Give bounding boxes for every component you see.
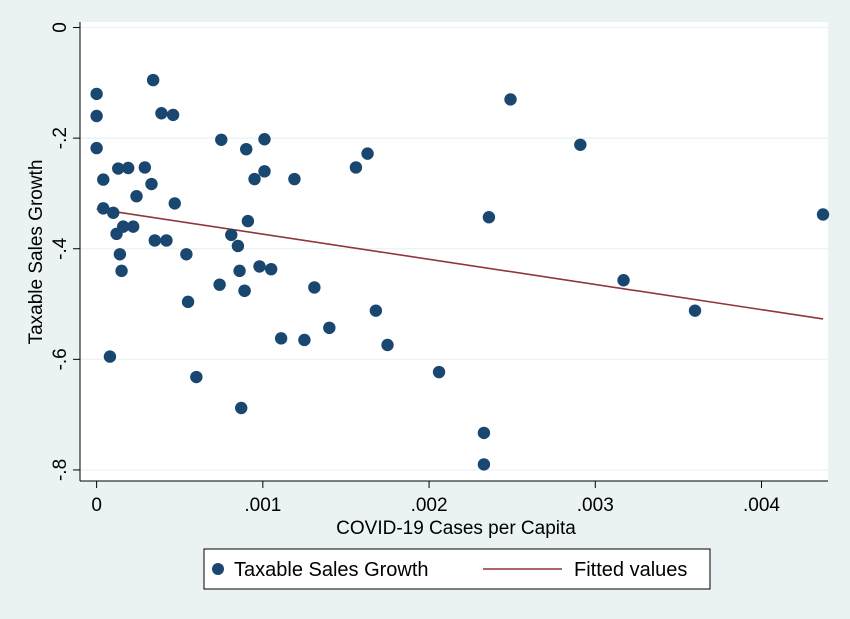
data-point xyxy=(122,161,135,175)
data-point xyxy=(361,147,374,160)
data-point xyxy=(477,458,491,471)
data-point xyxy=(369,304,383,317)
data-point xyxy=(816,208,830,221)
legend-box xyxy=(203,548,711,590)
data-point xyxy=(168,197,181,210)
data-point xyxy=(138,161,152,174)
legend-label-taxable-sales-growth: Taxable Sales Growth xyxy=(234,559,429,581)
data-point xyxy=(432,365,446,379)
data-point xyxy=(688,304,702,317)
data-point xyxy=(231,239,245,253)
data-point xyxy=(97,173,110,186)
data-point xyxy=(112,162,125,175)
data-point xyxy=(107,206,120,219)
x-axis-title: COVID-19 Cases per Capita xyxy=(336,518,576,539)
fitted-line-layer xyxy=(96,208,824,320)
data-point xyxy=(248,172,261,186)
data-point xyxy=(308,281,321,294)
data-point xyxy=(113,248,127,261)
data-point xyxy=(145,177,158,191)
data-point xyxy=(323,321,336,335)
data-point xyxy=(504,93,517,106)
x-tick-label: .002 xyxy=(411,495,448,516)
data-point xyxy=(241,214,255,228)
data-point xyxy=(155,107,168,120)
data-point xyxy=(115,264,128,278)
plot-area xyxy=(80,22,828,481)
data-point xyxy=(181,295,195,309)
y-tick-label: -.6 xyxy=(50,348,71,370)
data-point xyxy=(258,165,271,178)
data-point xyxy=(160,234,173,247)
y-tick-label: -.8 xyxy=(50,459,71,481)
data-point xyxy=(477,426,491,440)
y-tick-label: -.2 xyxy=(50,127,71,149)
x-tick-label: .003 xyxy=(577,495,614,516)
data-point xyxy=(213,278,226,291)
legend-label-fitted-values: Fitted values xyxy=(574,559,687,581)
data-point xyxy=(482,211,496,224)
legend: Taxable Sales Growth Fitted values xyxy=(203,548,711,590)
data-point xyxy=(349,161,363,174)
data-point xyxy=(253,260,266,273)
data-point xyxy=(298,333,311,347)
data-point xyxy=(381,338,394,352)
data-point xyxy=(235,401,248,415)
data-point xyxy=(574,138,587,151)
data-point xyxy=(258,133,271,146)
data-point xyxy=(103,350,117,363)
data-point xyxy=(166,108,180,122)
data-point xyxy=(117,220,130,233)
data-point xyxy=(90,141,103,155)
data-point xyxy=(225,228,238,242)
data-point xyxy=(97,202,110,215)
fitted-values-line xyxy=(96,208,824,320)
x-tick-label: .004 xyxy=(743,495,780,516)
data-point xyxy=(90,109,103,123)
data-point xyxy=(180,248,193,261)
y-tick-label: -.4 xyxy=(50,237,71,260)
data-point xyxy=(274,332,288,345)
data-point xyxy=(90,87,103,101)
x-tick-label: 0 xyxy=(91,495,102,516)
gridlines xyxy=(80,26,828,471)
data-point xyxy=(240,142,253,156)
data-point xyxy=(130,189,143,203)
data-point xyxy=(238,284,251,297)
axes xyxy=(73,22,828,488)
data-point xyxy=(215,133,228,146)
legend-marker-icon xyxy=(212,563,224,575)
tick-labels: 0 -.2 -.4 -.6 -.8 0 .001 .002 .003 .004 xyxy=(50,22,780,516)
data-point xyxy=(617,274,630,287)
y-axis-title: Taxable Sales Growth xyxy=(26,160,47,345)
data-point xyxy=(146,73,160,87)
data-point xyxy=(190,370,203,384)
data-point xyxy=(126,220,140,233)
data-point xyxy=(264,262,278,276)
data-point xyxy=(233,264,246,278)
x-tick-label: .001 xyxy=(244,495,281,516)
scatter-points xyxy=(90,73,830,471)
y-tick-label: 0 xyxy=(50,22,71,33)
data-point xyxy=(148,234,161,247)
data-point xyxy=(288,172,301,186)
